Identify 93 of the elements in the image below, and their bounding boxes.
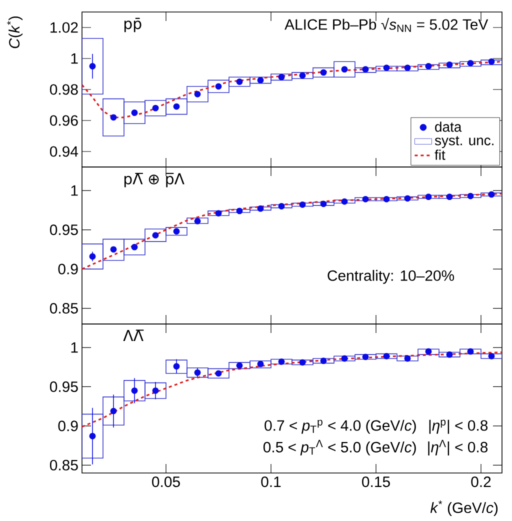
point	[173, 228, 180, 235]
point	[446, 61, 453, 68]
point	[152, 387, 159, 394]
point	[89, 432, 96, 440]
y-tick-label: 0.96	[50, 115, 78, 126]
point	[425, 63, 432, 70]
point	[362, 196, 369, 202]
y-tick-label: 0.95	[50, 381, 78, 392]
point	[488, 352, 495, 360]
point	[110, 246, 117, 253]
point	[194, 90, 201, 98]
point	[320, 200, 327, 208]
point	[404, 355, 411, 362]
y-tick-label: 1	[71, 342, 78, 353]
y-tick-label: 0.85	[50, 303, 78, 314]
point	[425, 348, 432, 355]
point	[173, 363, 180, 370]
x-tick-label: 0.15	[362, 476, 390, 488]
point	[362, 354, 369, 360]
point	[131, 110, 138, 116]
annotation: pΛ̅ ⊕ p̅Λ	[124, 172, 184, 188]
point	[425, 194, 432, 200]
point	[215, 210, 222, 217]
point	[467, 348, 474, 355]
annotation: 0.7 < p$_{T}$$^{p}$ < 4.0 (GeV/c)	[264, 420, 416, 434]
point	[488, 191, 495, 198]
point	[152, 232, 159, 238]
y-tick-label: 1	[71, 185, 78, 196]
point	[236, 362, 243, 369]
point	[110, 114, 117, 121]
annotation: Centrality: 10–20%	[328, 270, 454, 284]
x-tick-label: 0.1	[261, 476, 281, 488]
point	[131, 387, 138, 394]
point	[299, 201, 306, 208]
point	[236, 208, 243, 214]
legend-label: data	[435, 122, 462, 132]
y-tick-label: 0.94	[50, 146, 78, 157]
y-tick-label: 0.9	[58, 264, 78, 274]
bar	[82, 38, 104, 95]
point	[257, 76, 264, 84]
point	[341, 66, 348, 73]
line-series	[82, 192, 502, 270]
point	[89, 253, 96, 260]
point	[194, 369, 201, 376]
point	[341, 198, 348, 205]
point	[383, 196, 390, 202]
point	[89, 63, 96, 70]
point	[152, 104, 159, 112]
point	[257, 360, 264, 368]
x-axis-title: k$^{*}$ (GeV/c)	[430, 500, 498, 516]
x-tick-label: 0.2	[471, 476, 491, 488]
y-tick-label: 0.95	[50, 224, 78, 236]
point	[299, 72, 306, 79]
x-tick-label: 0.05	[152, 476, 180, 488]
point	[299, 359, 306, 366]
point	[194, 218, 201, 224]
point	[341, 355, 348, 362]
point	[488, 58, 495, 65]
point	[278, 203, 285, 210]
y-tick-label: 1.02	[50, 22, 78, 33]
point	[320, 358, 327, 364]
point	[173, 103, 180, 110]
point	[110, 408, 117, 414]
y-tick-label: 1	[71, 53, 78, 64]
y-tick-label: 0.85	[50, 460, 78, 470]
point	[467, 60, 474, 66]
point	[446, 194, 453, 200]
point	[383, 352, 390, 360]
y-axis-title: C(k$^{*}$)	[7, 16, 23, 48]
point	[467, 192, 474, 200]
point	[215, 370, 222, 377]
annotation: |η$^{p}$| < 0.8	[429, 420, 488, 434]
point	[131, 244, 138, 250]
point	[278, 358, 285, 365]
point	[320, 69, 327, 76]
annotation: ALICE Pb–Pb √s$_{NN}$ = 5.02 TeV	[284, 18, 488, 32]
point	[404, 195, 411, 202]
annotation: |η$^{Λ}$| < 0.8	[428, 440, 488, 456]
annotation: 0.5 < p$_{T}$$^{Λ}$ < 5.0 (GeV/c)	[263, 440, 416, 456]
point	[215, 83, 222, 90]
point	[278, 74, 285, 80]
annotation: pp̄	[124, 18, 142, 32]
point	[257, 205, 264, 212]
point	[362, 66, 369, 73]
annotation: ΛΛ̅	[123, 330, 144, 341]
point	[404, 64, 411, 71]
point	[236, 78, 243, 85]
y-tick-label: 0.98	[50, 84, 78, 95]
point	[383, 64, 390, 71]
legend-label: fit	[434, 150, 446, 160]
legend-label: syst. unc.	[434, 136, 494, 148]
y-tick-label: 0.9	[58, 420, 78, 432]
point	[446, 351, 453, 358]
